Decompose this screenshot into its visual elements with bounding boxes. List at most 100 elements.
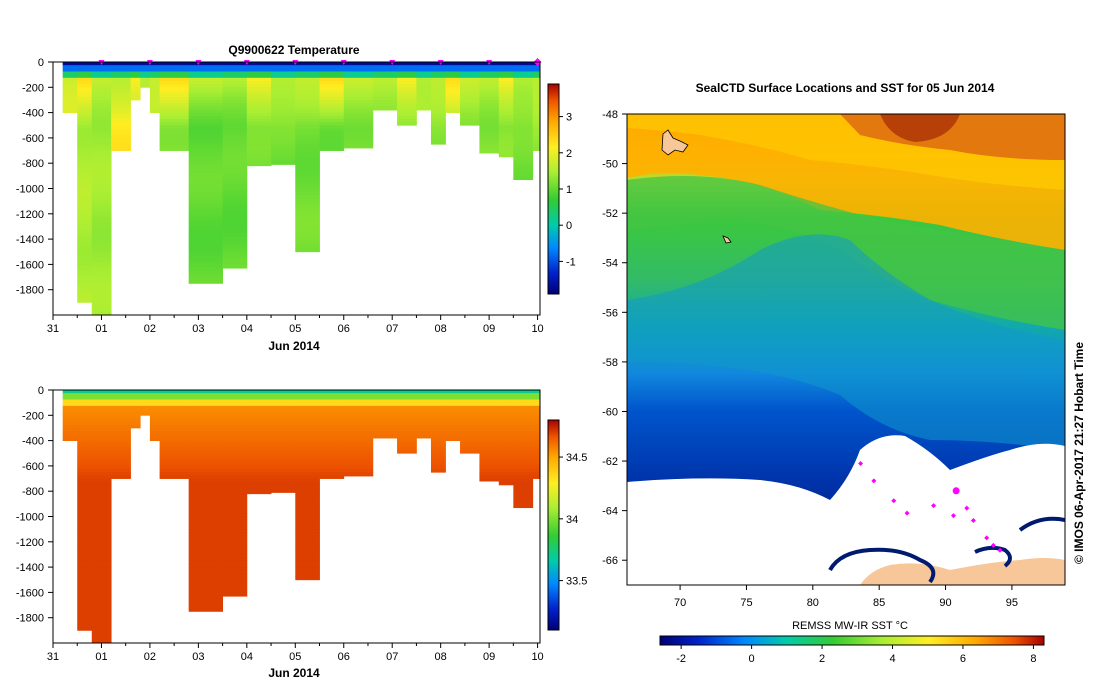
temperature-cell bbox=[222, 77, 248, 82]
temperature-cell bbox=[91, 93, 112, 98]
salinity-cell bbox=[188, 582, 224, 587]
salinity-cell bbox=[430, 450, 446, 454]
temperature-cell bbox=[91, 90, 112, 95]
temperature-cell bbox=[188, 216, 224, 221]
temperature-cell bbox=[222, 84, 248, 88]
temperature-cell bbox=[372, 87, 398, 91]
temperature-cell bbox=[77, 169, 93, 174]
temperature-cell bbox=[271, 125, 296, 129]
temperature-cell bbox=[416, 84, 432, 88]
salinity-cell bbox=[111, 405, 131, 410]
salinity-cell bbox=[111, 462, 131, 467]
salinity-cell bbox=[111, 469, 131, 473]
temperature-cell bbox=[188, 220, 224, 224]
temperature-cell bbox=[532, 80, 541, 85]
temperature-cell bbox=[91, 118, 112, 123]
salinity-cell bbox=[246, 491, 272, 495]
temperature-cell bbox=[343, 137, 374, 142]
salinity-cell bbox=[77, 614, 93, 619]
seal-track-point bbox=[931, 503, 937, 509]
salinity-cell bbox=[188, 576, 224, 581]
temperature-cell bbox=[295, 207, 320, 212]
salinity-cell bbox=[513, 412, 534, 416]
temperature-cell bbox=[149, 103, 161, 107]
salinity-cell bbox=[319, 434, 345, 438]
salinity-cell bbox=[77, 507, 93, 511]
salinity-cell bbox=[479, 390, 500, 394]
temperature-cell bbox=[188, 239, 224, 243]
temperature-cell bbox=[372, 80, 398, 85]
salinity-cell bbox=[246, 481, 272, 486]
salinity-cell bbox=[532, 405, 541, 410]
temperature-cell bbox=[295, 137, 320, 142]
temperature-cell bbox=[295, 150, 320, 155]
salinity-cell bbox=[77, 510, 93, 514]
colorbar-tick-label: 2 bbox=[566, 148, 572, 160]
salinity-cell bbox=[130, 405, 141, 410]
salinity-cell bbox=[77, 408, 93, 413]
salinity-cell bbox=[498, 456, 514, 460]
salinity-cell bbox=[513, 390, 534, 394]
salinity-cell bbox=[498, 446, 514, 451]
salinity-cell bbox=[271, 393, 296, 397]
salinity-cell bbox=[343, 412, 374, 416]
salinity-cell bbox=[513, 491, 534, 495]
salinity-cell bbox=[295, 472, 320, 476]
temperature-cell bbox=[188, 194, 224, 199]
temperature-xlabel: Jun 2014 bbox=[268, 339, 320, 353]
salinity-cell bbox=[159, 465, 190, 470]
salinity-cell bbox=[430, 431, 446, 435]
temperature-cell bbox=[416, 90, 432, 95]
temperature-cell bbox=[77, 106, 93, 110]
temperature-cell bbox=[159, 115, 190, 120]
salinity-cell bbox=[295, 548, 320, 552]
temperature-cell bbox=[498, 141, 514, 145]
x-tick-label: 85 bbox=[873, 597, 885, 609]
temperature-cell bbox=[77, 245, 93, 249]
salinity-cell bbox=[159, 421, 190, 426]
salinity-cell bbox=[77, 538, 93, 543]
temperature-cell bbox=[513, 134, 534, 139]
salinity-cell bbox=[319, 437, 345, 441]
salinity-cell bbox=[513, 434, 534, 438]
salinity-cell bbox=[91, 636, 112, 641]
temperature-cell bbox=[91, 254, 112, 259]
temperature-cell bbox=[295, 74, 320, 79]
temperature-cell bbox=[430, 109, 446, 113]
salinity-cell bbox=[445, 405, 461, 410]
salinity-cell bbox=[111, 456, 131, 460]
temperature-cell bbox=[77, 232, 93, 237]
salinity-cell bbox=[271, 443, 296, 448]
salinity-cell bbox=[319, 456, 345, 460]
salinity-cell bbox=[416, 402, 432, 407]
temperature-cell bbox=[222, 169, 248, 174]
temperature-cell bbox=[149, 65, 161, 69]
salinity-cell bbox=[295, 541, 320, 546]
temperature-cell bbox=[159, 71, 190, 76]
salinity-cell bbox=[222, 465, 248, 470]
temperature-cell bbox=[430, 103, 446, 107]
salinity-cell bbox=[91, 415, 112, 419]
temperature-cell bbox=[91, 163, 112, 167]
temperature-cell bbox=[222, 71, 248, 76]
salinity-cell bbox=[479, 456, 500, 460]
salinity-cell bbox=[445, 390, 461, 394]
salinity-cell bbox=[140, 393, 151, 397]
salinity-cell bbox=[295, 497, 320, 502]
temperature-cell bbox=[416, 65, 432, 69]
salinity-cell bbox=[498, 396, 514, 400]
temperature-cell bbox=[222, 144, 248, 148]
salinity-cell bbox=[513, 500, 534, 505]
temperature-cell bbox=[77, 90, 93, 95]
temperature-cell bbox=[430, 125, 446, 129]
salinity-cell bbox=[188, 522, 224, 527]
temperature-cell bbox=[149, 109, 161, 113]
temperature-cell bbox=[460, 80, 480, 85]
temperature-cell bbox=[445, 74, 461, 79]
temperature-cell bbox=[271, 118, 296, 123]
temperature-cell bbox=[77, 292, 93, 297]
temperature-cell bbox=[77, 296, 93, 300]
temperature-cell bbox=[222, 74, 248, 79]
salinity-cell bbox=[271, 396, 296, 400]
salinity-cell bbox=[246, 488, 272, 492]
